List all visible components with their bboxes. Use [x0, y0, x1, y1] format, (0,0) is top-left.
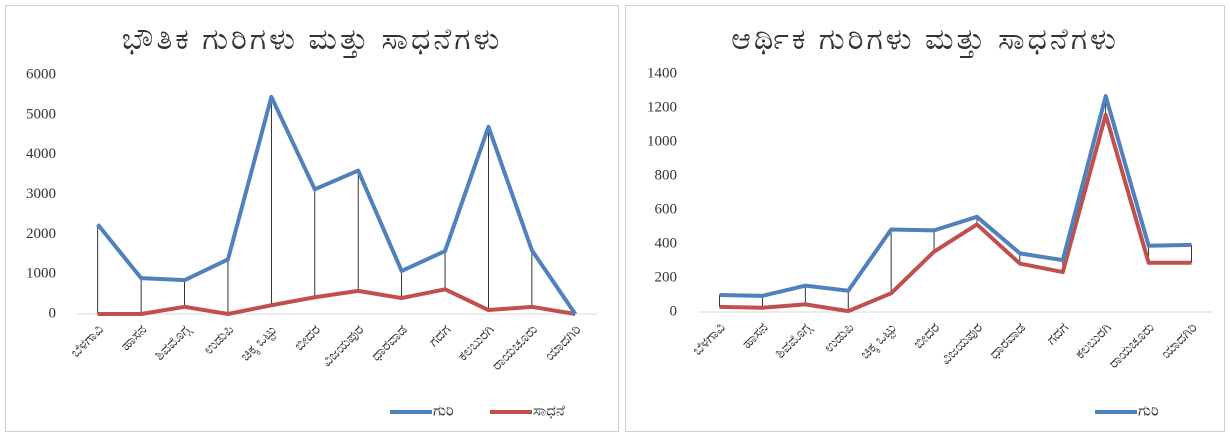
y-tick-label: 0 — [670, 303, 678, 319]
legend-label: ಗುರಿ — [433, 403, 454, 419]
legend-label: ಸಾಧನೆ — [533, 403, 565, 419]
chart-title: ಆರ್ಥಿಕ ಗುರಿಗಳು ಮತ್ತು ಸಾಧನೆಗಳು — [731, 23, 1119, 58]
y-tick-label: 400 — [655, 235, 678, 251]
y-tick-label: 600 — [655, 201, 678, 217]
y-tick-label: 1000 — [647, 133, 677, 149]
y-tick-label: 5000 — [26, 106, 56, 122]
series-line — [96, 94, 577, 316]
y-tick-label: 1200 — [647, 99, 677, 115]
series-line — [719, 94, 1192, 298]
y-tick-label: 4000 — [26, 146, 56, 162]
y-tick-label: 800 — [655, 167, 678, 183]
y-tick-label: 6000 — [26, 66, 56, 82]
y-tick-label: 2000 — [26, 226, 56, 242]
series-line — [719, 112, 1192, 314]
chart-frame — [625, 5, 1225, 432]
legend-label: ಗುರಿ — [1138, 403, 1159, 419]
y-tick-label: 3000 — [26, 186, 56, 202]
chart-frame — [5, 5, 619, 432]
y-tick-label: 200 — [655, 269, 678, 285]
y-tick-label: 0 — [49, 305, 57, 321]
y-tick-label: 1400 — [647, 65, 677, 81]
y-tick-label: 1000 — [26, 266, 56, 282]
chart-title: ಭೌತಿಕ ಗುರಿಗಳು ಮತ್ತು ಸಾಧನೆಗಳು — [122, 23, 503, 58]
series-line — [97, 287, 576, 316]
